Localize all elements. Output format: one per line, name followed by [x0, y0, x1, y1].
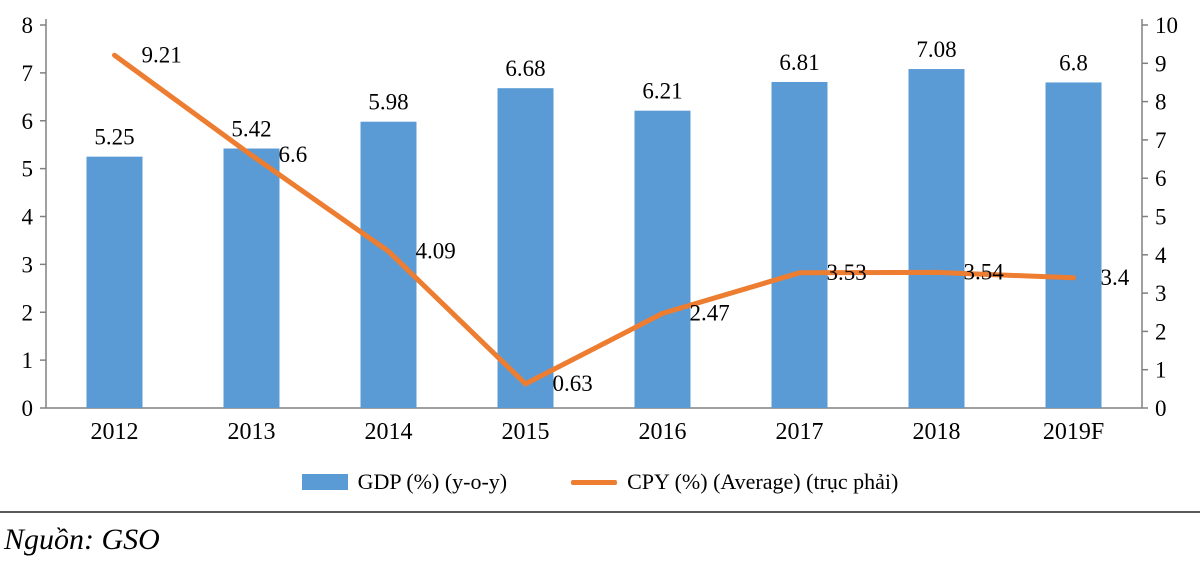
svg-text:0.63: 0.63 — [553, 371, 593, 396]
svg-text:3: 3 — [1155, 281, 1167, 306]
chart-legend: GDP (%) (y-o-y) CPY (%) (Average) (trục … — [0, 469, 1200, 495]
svg-text:4: 4 — [1155, 243, 1167, 268]
svg-text:4.09: 4.09 — [416, 238, 456, 263]
svg-text:6.68: 6.68 — [505, 56, 545, 81]
svg-text:5.25: 5.25 — [94, 125, 134, 150]
svg-text:6: 6 — [1155, 166, 1167, 191]
svg-text:2: 2 — [1155, 319, 1167, 344]
svg-text:5.42: 5.42 — [231, 117, 271, 142]
svg-text:2013: 2013 — [228, 419, 276, 445]
svg-text:3.53: 3.53 — [827, 260, 867, 285]
cpy-legend-label: CPY (%) (Average) (trục phải) — [627, 469, 899, 494]
svg-text:3: 3 — [22, 252, 34, 277]
svg-text:8: 8 — [22, 13, 34, 38]
svg-text:2: 2 — [22, 300, 34, 325]
svg-text:6: 6 — [22, 109, 34, 134]
svg-text:7.08: 7.08 — [916, 37, 956, 62]
svg-text:3.54: 3.54 — [964, 259, 1005, 284]
svg-text:4: 4 — [22, 205, 34, 230]
svg-text:6.8: 6.8 — [1059, 50, 1088, 75]
svg-text:8: 8 — [1155, 90, 1167, 115]
svg-text:0: 0 — [22, 396, 34, 421]
svg-text:10: 10 — [1155, 13, 1178, 38]
svg-text:6.81: 6.81 — [779, 50, 819, 75]
svg-text:0: 0 — [1155, 396, 1167, 421]
svg-text:3.4: 3.4 — [1101, 265, 1130, 290]
svg-text:2016: 2016 — [639, 419, 687, 445]
svg-text:7: 7 — [1155, 128, 1167, 153]
cpy-line-swatch-icon — [571, 479, 618, 485]
footer-divider — [0, 511, 1200, 513]
svg-text:1: 1 — [1155, 358, 1167, 383]
svg-text:2.47: 2.47 — [690, 300, 730, 325]
svg-text:2017: 2017 — [776, 419, 824, 445]
svg-text:5: 5 — [1155, 205, 1167, 230]
source-note: Nguồn: GSO — [4, 523, 160, 556]
svg-text:6.6: 6.6 — [279, 142, 308, 167]
legend-item-gdp: GDP (%) (y-o-y) — [301, 469, 508, 495]
svg-text:2015: 2015 — [502, 419, 550, 445]
svg-text:7: 7 — [22, 61, 34, 86]
svg-text:9.21: 9.21 — [142, 42, 182, 67]
chart-container: 0 1 2 3 4 5 6 7 8 0 1 2 3 4 5 6 7 8 9 10 2012 2013 2014 2015 201… — [0, 13, 1200, 556]
svg-text:9: 9 — [1155, 51, 1167, 76]
svg-text:2019F: 2019F — [1043, 419, 1104, 445]
gdp-legend-label: GDP (%) (y-o-y) — [357, 469, 508, 494]
svg-text:6.21: 6.21 — [642, 79, 682, 104]
svg-text:2018: 2018 — [913, 419, 961, 445]
legend-item-cpy: CPY (%) (Average) (trục phải) — [571, 469, 898, 495]
gdp-bar-swatch-icon — [301, 474, 348, 490]
svg-text:2012: 2012 — [91, 419, 139, 445]
svg-text:5: 5 — [22, 157, 34, 182]
svg-text:1: 1 — [22, 348, 34, 373]
svg-text:5.98: 5.98 — [368, 90, 408, 115]
svg-text:2014: 2014 — [365, 419, 413, 445]
chart-svg: 0 1 2 3 4 5 6 7 8 0 1 2 3 4 5 6 7 8 9 10 2012 2013 2014 2015 201… — [22, 13, 1179, 445]
